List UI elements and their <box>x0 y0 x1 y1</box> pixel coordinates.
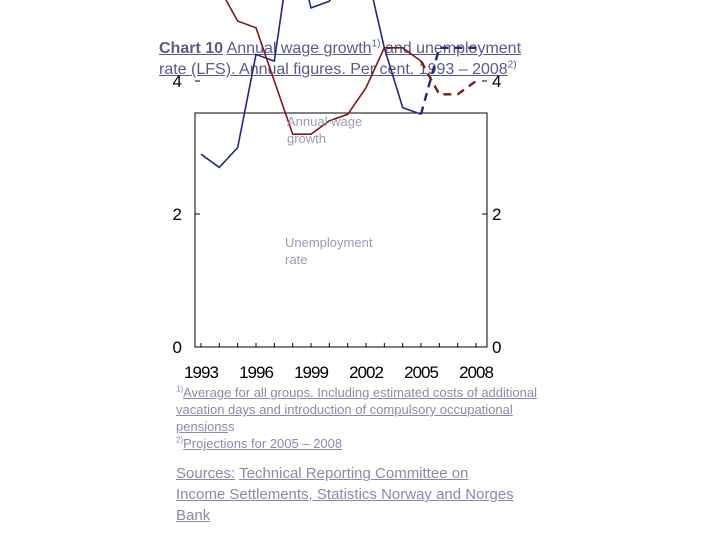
x-tick-label: 1999 <box>294 363 328 382</box>
series-projection-wage-growth <box>419 46 476 115</box>
y-tick-label-right: 2 <box>492 205 501 224</box>
y-tick-label-left: 0 <box>173 338 182 357</box>
footnote-1-tail: s <box>228 419 235 434</box>
y-tick-label-left: 4 <box>173 72 182 91</box>
y-tick-label-left: 2 <box>173 205 182 224</box>
y-tick-label-right: 4 <box>492 72 501 91</box>
footnote-1-marker: 1) <box>176 384 184 394</box>
chart-title: Chart 10 Annual wage growth1) and unempl… <box>159 38 539 80</box>
series-line-unemployment <box>225 0 422 135</box>
footnote-2: 2)Projections for 2005 – 2008 <box>176 435 546 452</box>
chart-series <box>200 0 477 169</box>
x-tick-label: 2008 <box>459 363 493 382</box>
title-main: Annual wage growth <box>226 40 372 57</box>
footnote-2-marker: 2) <box>176 435 184 445</box>
chart-axes <box>194 112 488 348</box>
x-tick-label: 1993 <box>184 363 218 382</box>
series-projection-unemployment <box>419 60 477 96</box>
x-tick-label: 2005 <box>404 363 438 382</box>
x-tick-label: 2002 <box>349 363 383 382</box>
chart-number: Chart 10 <box>159 40 224 57</box>
title-footnote-1: 1) <box>371 38 381 50</box>
title-rest: and unemployment rate (LFS). Annual figu… <box>159 40 522 78</box>
chart-ticks: 00224466199319961999200220052008 <box>173 72 502 382</box>
x-tick-label: 1996 <box>239 363 273 382</box>
chart-annotations: Annual wage growth Unemployment rate <box>285 114 373 267</box>
sources-label: Sources: <box>176 465 236 482</box>
y-tick-label-right: 0 <box>492 338 501 357</box>
plot-frame <box>194 112 488 348</box>
footnote-2-text: Projections for 2005 – 2008 <box>183 436 343 451</box>
annotation-wage-growth: Annual wage growth <box>287 114 362 146</box>
title-footnote-2: 2) <box>507 59 517 71</box>
annotation-unemployment: Unemployment rate <box>285 235 373 267</box>
sources: Sources: Technical Reporting Committee o… <box>176 463 516 526</box>
footnote-1: 1)Average for all groups. Including esti… <box>176 384 546 435</box>
footnote-1-text: Average for all groups. Including estima… <box>176 385 537 434</box>
footnotes: 1)Average for all groups. Including esti… <box>176 384 546 452</box>
sources-text: Technical Reporting Committee on Income … <box>176 465 514 524</box>
